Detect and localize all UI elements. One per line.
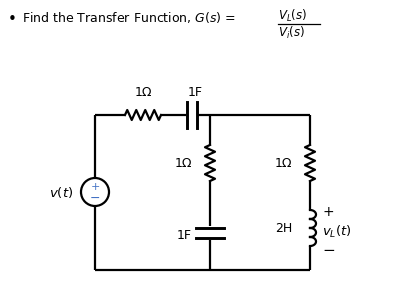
Text: $V_L(s)$: $V_L(s)$ — [278, 8, 307, 24]
Text: $v_L(t)$: $v_L(t)$ — [322, 224, 352, 240]
Text: 1Ω: 1Ω — [274, 156, 292, 169]
Text: 1F: 1F — [187, 86, 202, 99]
Text: 1F: 1F — [177, 229, 192, 241]
Text: 1Ω: 1Ω — [174, 156, 192, 169]
Text: +: + — [322, 205, 334, 219]
Text: 2H: 2H — [275, 221, 292, 234]
Text: Find the Transfer Function, $G(s)$ =: Find the Transfer Function, $G(s)$ = — [22, 10, 236, 25]
Text: •: • — [8, 12, 17, 27]
Text: −: − — [90, 192, 100, 205]
Text: −: − — [322, 242, 335, 257]
Text: +: + — [90, 182, 100, 192]
Text: 1Ω: 1Ω — [134, 86, 152, 99]
Text: $V_i(s)$: $V_i(s)$ — [278, 25, 305, 41]
Text: $v(t)$: $v(t)$ — [49, 184, 73, 200]
